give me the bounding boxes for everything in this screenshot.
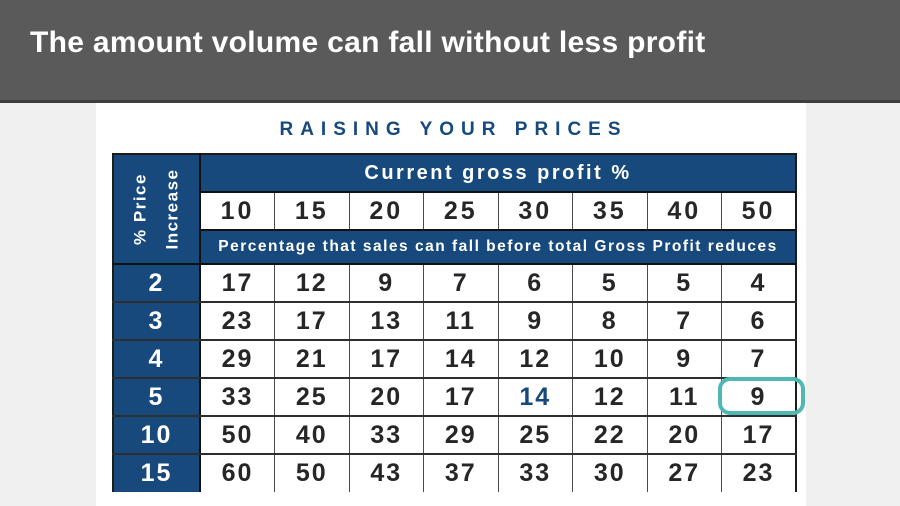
column-header-30: 30 (497, 191, 573, 231)
slide-title: The amount volume can fall without less … (30, 26, 706, 59)
value-cell: 50 (274, 453, 350, 492)
value-cell: 17 (348, 339, 424, 379)
corner-header-cell: % Price Increase (112, 153, 201, 265)
value-cell: 6 (721, 301, 797, 341)
value-cell: 17 (721, 415, 797, 455)
value-cell: 23 (199, 301, 275, 341)
row-label-3: 3 (112, 301, 201, 341)
corner-header-line1: % Price (130, 173, 150, 245)
column-numbers-row: 10 15 20 25 30 35 40 50 (113, 191, 797, 231)
note-row: Percentage that sales can fall before to… (113, 229, 797, 265)
value-cell: 30 (572, 453, 648, 492)
value-cell: 17 (423, 377, 499, 417)
value-cell: 33 (199, 377, 275, 417)
value-cell: 7 (646, 301, 722, 341)
value-cell: 11 (646, 377, 722, 417)
value-cell: 12 (497, 339, 573, 379)
group-header-row: % Price Increase Current gross profit % (112, 153, 797, 265)
table-title: RAISING YOUR PRICES (279, 119, 628, 140)
value-cell: 7 (423, 263, 499, 303)
value-cell: 4 (721, 263, 797, 303)
column-header-50: 50 (721, 191, 797, 231)
column-header-35: 35 (572, 191, 648, 231)
column-header-40: 40 (646, 191, 722, 231)
value-cell: 29 (423, 415, 499, 455)
value-cell: 11 (423, 301, 499, 341)
value-cell: 9 (497, 301, 573, 341)
value-cell: 5 (646, 263, 722, 303)
value-cell: 14 (423, 339, 499, 379)
value-cell: 8 (572, 301, 648, 341)
value-cell: 33 (348, 415, 424, 455)
row-label-5: 5 (112, 377, 201, 417)
column-header-20: 20 (348, 191, 424, 231)
value-cell: 50 (199, 415, 275, 455)
row-label-4: 4 (112, 339, 201, 379)
value-cell: 25 (497, 415, 573, 455)
row-label-2: 2 (112, 263, 201, 303)
value-cell: 9 (718, 377, 805, 417)
value-cell: 10 (572, 339, 648, 379)
table-row: 3 23 17 13 11 9 8 7 6 (112, 301, 797, 341)
value-cell: 43 (348, 453, 424, 492)
title-banner: The amount volume can fall without less … (0, 0, 900, 103)
value-cell: 23 (721, 453, 797, 492)
table-row: 5 33 25 20 17 14 12 11 9 (112, 377, 805, 417)
value-cell: 33 (497, 453, 573, 492)
value-cell: 25 (274, 377, 350, 417)
value-cell: 6 (497, 263, 573, 303)
value-cell: 14 (497, 377, 573, 417)
value-cell: 7 (721, 339, 797, 379)
value-cell: 9 (646, 339, 722, 379)
column-header-10: 10 (199, 191, 275, 231)
table-row: 15 60 50 43 37 33 30 27 23 (112, 453, 797, 492)
column-header-25: 25 (423, 191, 499, 231)
value-cell: 37 (423, 453, 499, 492)
value-cell: 9 (348, 263, 424, 303)
table-note: Percentage that sales can fall before to… (199, 229, 797, 265)
corner-header-line2: Increase (162, 168, 182, 250)
value-cell: 20 (646, 415, 722, 455)
table-body: 2 17 12 9 7 6 5 5 4 3 23 17 13 11 9 8 7 6 4 29 21 17 14 12 10 9 7 5… (112, 263, 805, 492)
value-cell: 17 (199, 263, 275, 303)
price-increase-table: % Price Increase Current gross profit % … (112, 153, 805, 492)
row-label-10: 10 (112, 415, 201, 455)
value-cell: 40 (274, 415, 350, 455)
value-cell: 27 (646, 453, 722, 492)
value-cell: 60 (199, 453, 275, 492)
table-row: 10 50 40 33 29 25 22 20 17 (112, 415, 797, 455)
value-cell: 5 (572, 263, 648, 303)
table-row: 4 29 21 17 14 12 10 9 7 (112, 339, 797, 379)
value-cell: 13 (348, 301, 424, 341)
value-cell: 29 (199, 339, 275, 379)
value-cell: 22 (572, 415, 648, 455)
value-cell: 17 (274, 301, 350, 341)
table-row: 2 17 12 9 7 6 5 5 4 (112, 263, 797, 303)
row-label-15: 15 (112, 453, 201, 492)
value-cell: 20 (348, 377, 424, 417)
column-group-header: Current gross profit % (199, 153, 797, 193)
value-cell: 12 (572, 377, 648, 417)
value-cell: 21 (274, 339, 350, 379)
column-header-15: 15 (274, 191, 350, 231)
highlight-ring (718, 377, 805, 415)
value-cell: 12 (274, 263, 350, 303)
corner-header-label: % Price Increase (124, 169, 189, 250)
